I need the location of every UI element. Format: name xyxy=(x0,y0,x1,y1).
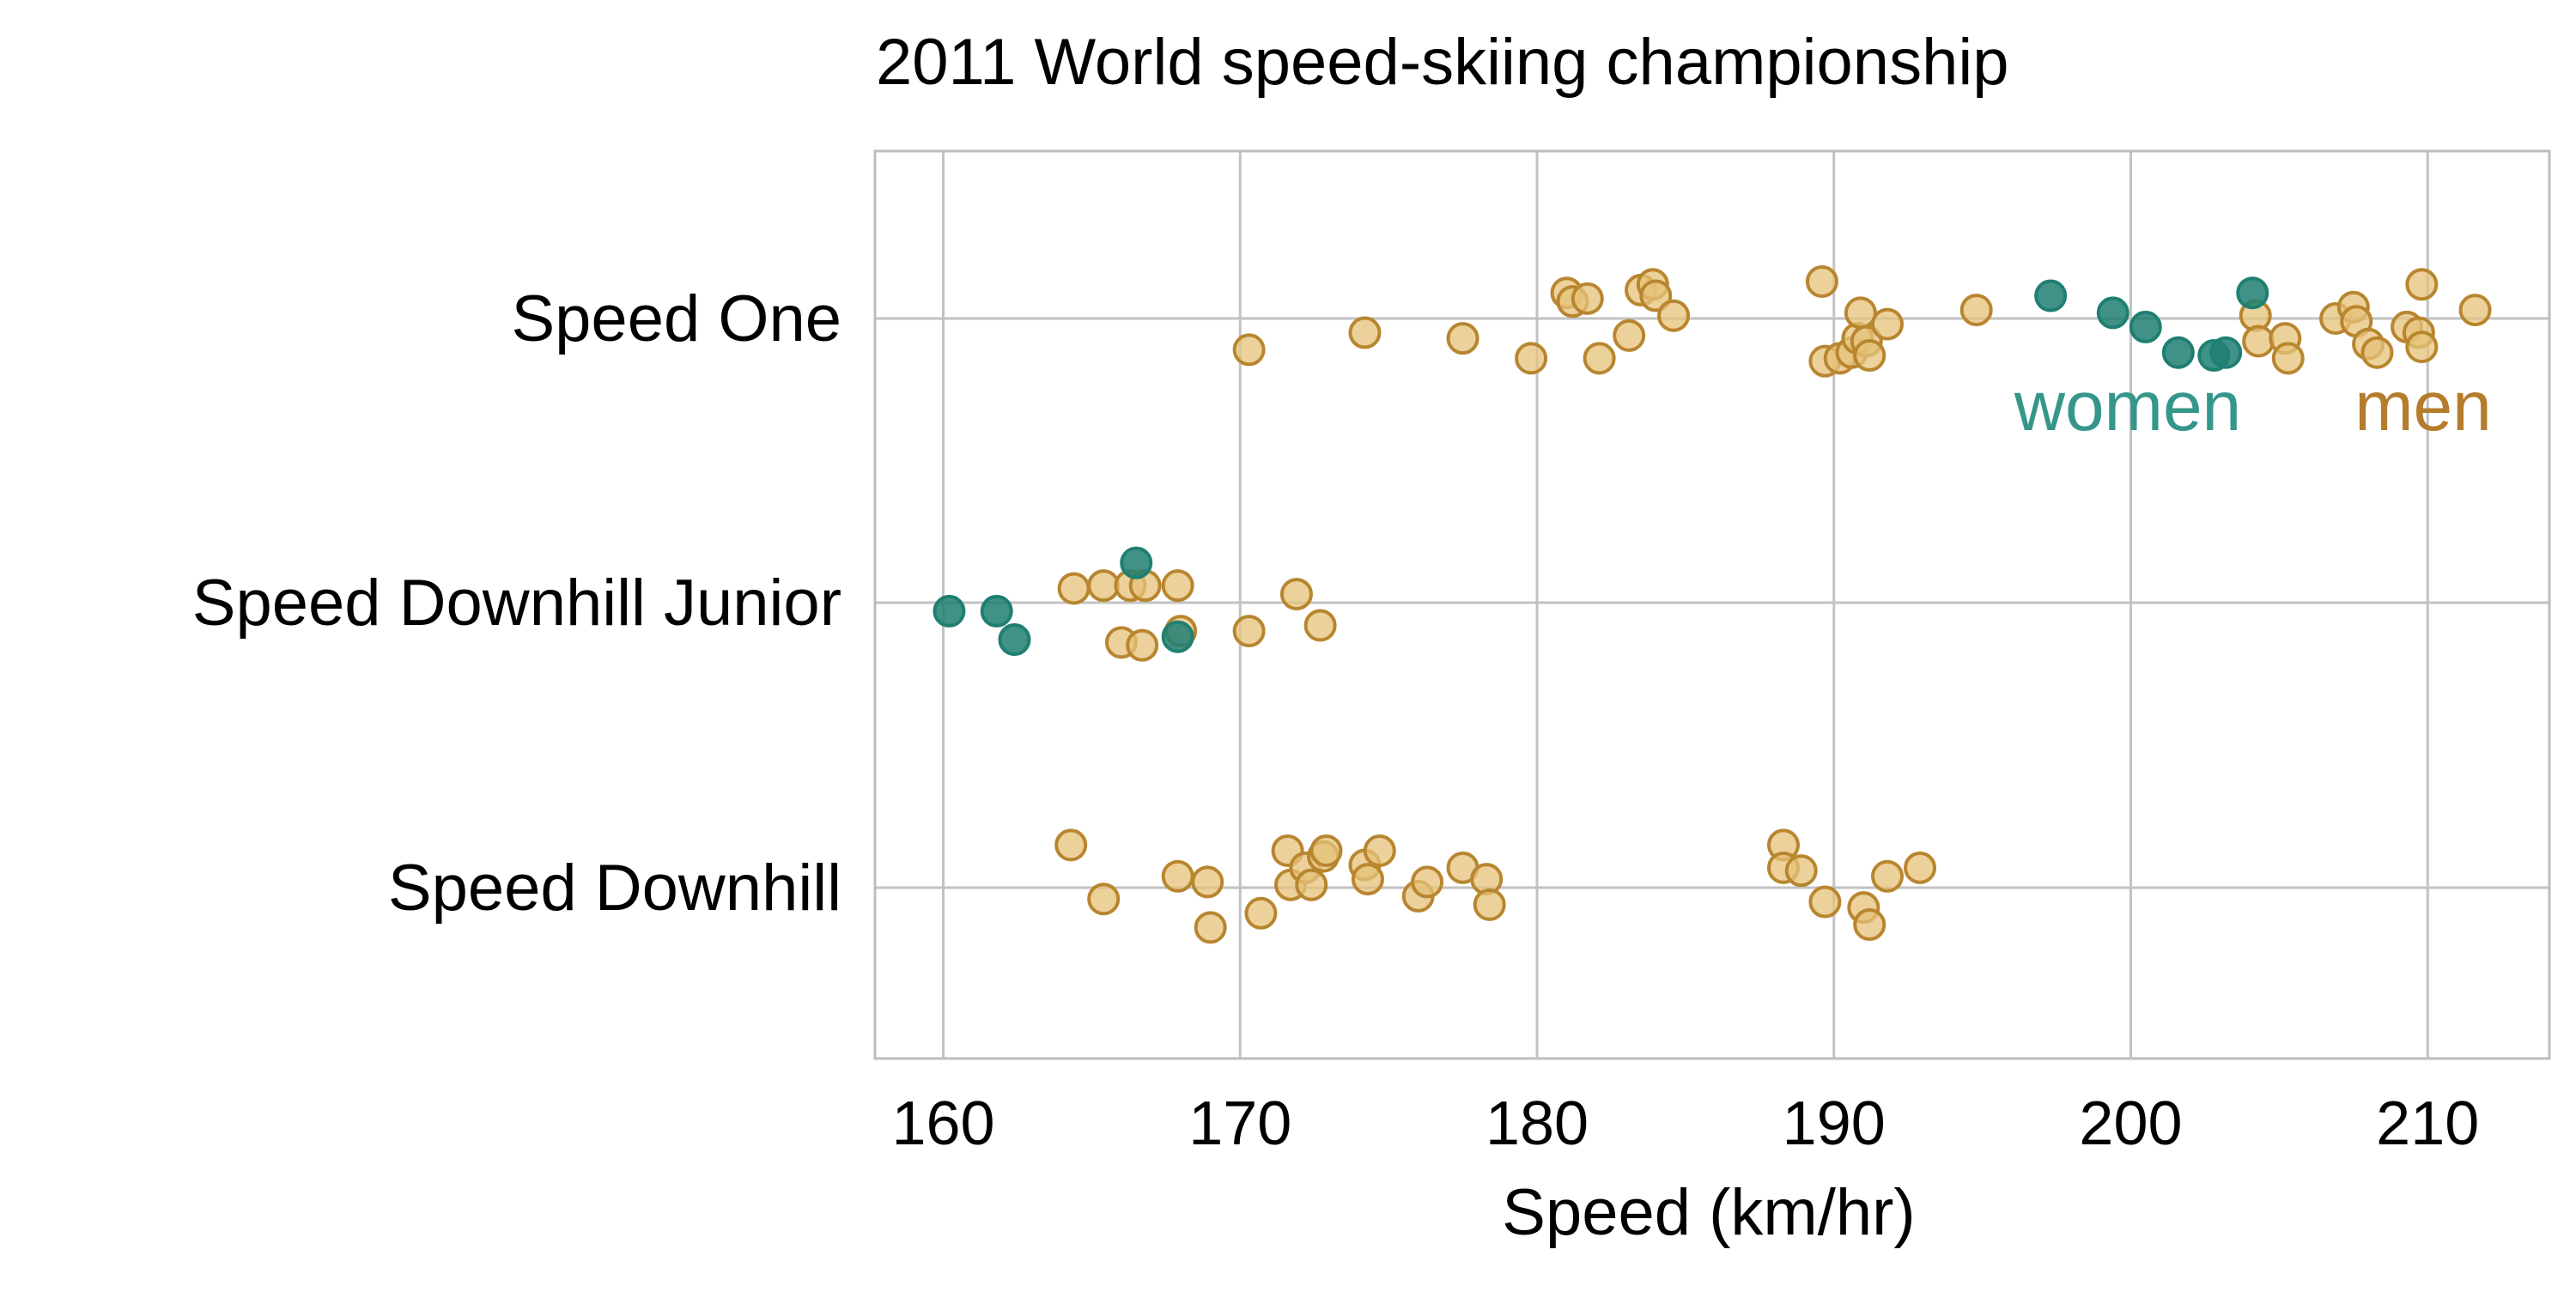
x-tick-label: 160 xyxy=(891,1089,994,1158)
data-point-men xyxy=(1639,279,1673,312)
data-point-men xyxy=(1870,307,1904,341)
y-category-labels: Speed One Speed Downhill Junior Speed Down… xyxy=(192,282,841,925)
data-point-men xyxy=(1295,868,1328,901)
data-point-women xyxy=(980,594,1013,628)
women-series-label: women xyxy=(2014,367,2241,446)
y-category-label: Speed Downhill Junior xyxy=(192,567,841,640)
data-point-men xyxy=(1087,569,1121,603)
data-point-men xyxy=(1571,282,1604,315)
data-point-men xyxy=(1870,859,1904,893)
series-labels: women men xyxy=(2014,367,2492,446)
x-tick-label: 190 xyxy=(1783,1089,1886,1158)
chart-title: 2011 World speed-skiing championship xyxy=(876,26,2009,99)
data-point-men xyxy=(1808,885,1842,919)
data-point-men xyxy=(1309,834,1343,867)
data-point-women xyxy=(998,623,1031,657)
data-point-men xyxy=(1232,615,1266,648)
data-point-men xyxy=(1853,908,1886,942)
data-point-women xyxy=(2129,310,2162,343)
data-point-men xyxy=(1411,865,1444,899)
x-tick-label: 170 xyxy=(1188,1089,1291,1158)
data-point-men xyxy=(1844,296,1877,330)
data-point-men xyxy=(2405,331,2439,364)
data-point-men xyxy=(2360,336,2394,369)
data-point-men xyxy=(2458,294,2492,327)
data-point-men xyxy=(1805,264,1838,298)
data-point-women xyxy=(1120,546,1153,579)
data-point-men xyxy=(1583,342,1616,375)
data-point-women xyxy=(2236,276,2269,310)
data-point-men xyxy=(1904,851,1937,884)
data-point-men xyxy=(1853,339,1886,373)
data-point-women xyxy=(2209,336,2243,369)
data-point-men xyxy=(1363,834,1396,867)
y-category-label: Speed One xyxy=(511,282,841,355)
data-point-men xyxy=(1348,316,1382,349)
data-point-men xyxy=(1657,299,1691,332)
data-point-men xyxy=(1161,859,1194,893)
data-point-men xyxy=(1054,828,1088,862)
data-point-women xyxy=(2161,336,2195,369)
x-tick-label: 210 xyxy=(2376,1089,2479,1158)
data-point-men xyxy=(1232,333,1266,367)
data-point-men xyxy=(1087,883,1121,916)
data-points xyxy=(933,264,2492,944)
plot-frame xyxy=(873,149,2551,1060)
x-tick-label: 200 xyxy=(2079,1089,2182,1158)
data-point-men xyxy=(1244,896,1278,930)
data-point-men xyxy=(1473,888,1506,921)
data-point-men xyxy=(2242,325,2275,358)
data-point-men xyxy=(1351,863,1384,896)
data-point-men xyxy=(1279,578,1313,611)
y-category-label: Speed Downhill xyxy=(388,852,841,925)
data-point-men xyxy=(2271,342,2305,375)
data-point-women xyxy=(933,594,966,628)
data-point-women xyxy=(1161,620,1194,653)
data-point-men xyxy=(1194,911,1227,944)
x-tick-label: 180 xyxy=(1485,1089,1589,1158)
data-point-men xyxy=(1303,609,1337,642)
data-point-men xyxy=(1613,318,1646,352)
data-point-men xyxy=(1515,342,1548,375)
data-point-women xyxy=(2034,279,2068,312)
data-point-men xyxy=(1126,628,1159,662)
data-point-men xyxy=(1959,294,1993,327)
x-axis-label: Speed (km/hr) xyxy=(1502,1176,1916,1249)
data-point-men xyxy=(1057,572,1091,605)
men-series-label: men xyxy=(2354,367,2492,446)
data-point-men xyxy=(1161,569,1194,603)
x-tick-labels: 160 170 180 190 200 210 xyxy=(891,1089,2479,1158)
data-point-men xyxy=(1191,865,1224,899)
data-point-women xyxy=(2096,296,2129,330)
data-point-men xyxy=(1446,322,1479,355)
data-point-men xyxy=(1784,854,1818,888)
data-point-men xyxy=(2405,268,2439,301)
